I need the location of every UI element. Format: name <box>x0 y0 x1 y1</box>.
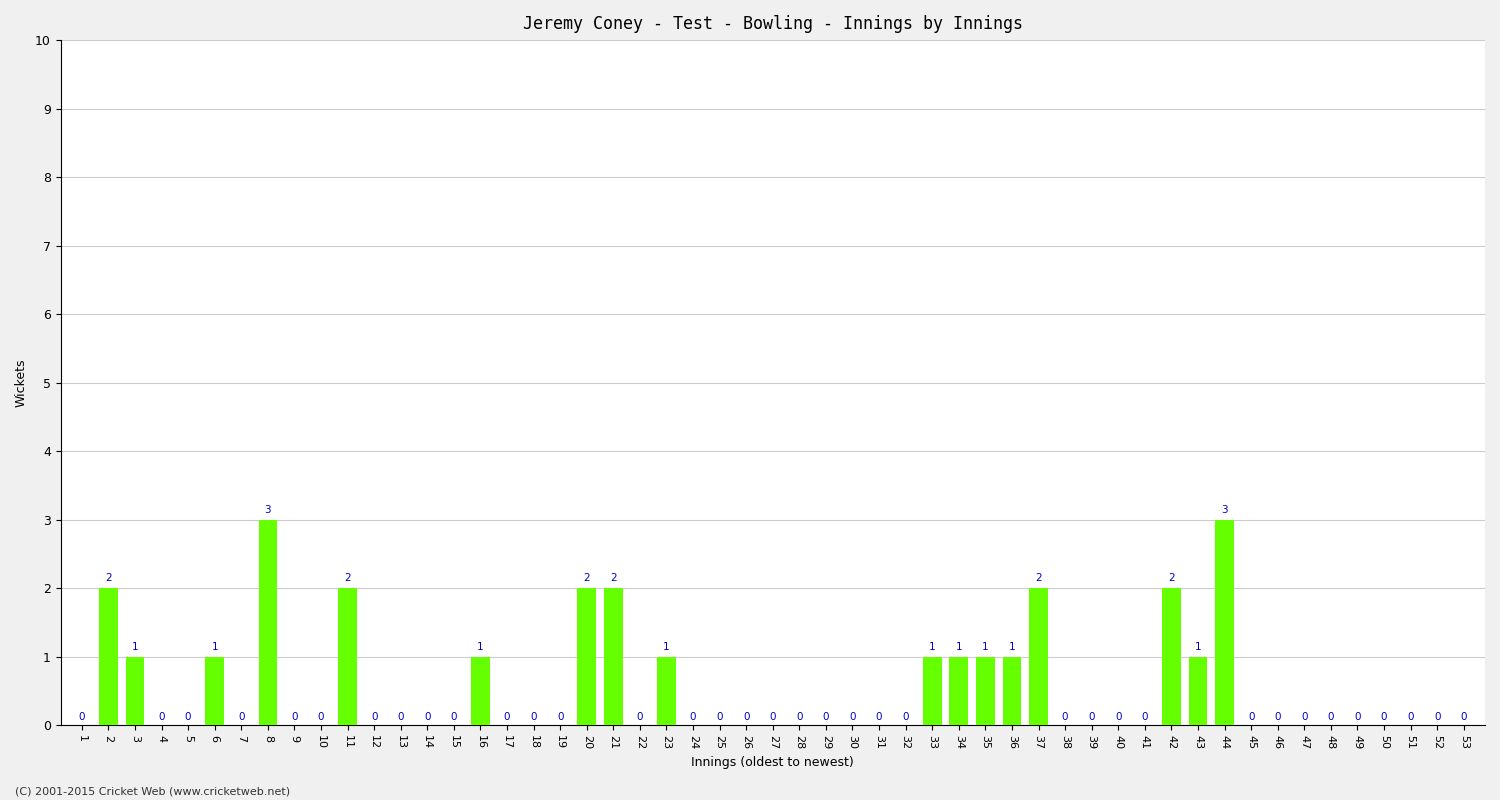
Text: 0: 0 <box>318 712 324 722</box>
Text: 0: 0 <box>450 712 458 722</box>
Text: 1: 1 <box>663 642 670 652</box>
Text: 0: 0 <box>531 712 537 722</box>
Text: 0: 0 <box>1062 712 1068 722</box>
Text: 0: 0 <box>690 712 696 722</box>
Text: 1: 1 <box>1008 642 1016 652</box>
Text: 0: 0 <box>556 712 564 722</box>
X-axis label: Innings (oldest to newest): Innings (oldest to newest) <box>692 756 853 769</box>
Text: 0: 0 <box>1407 712 1414 722</box>
Text: 3: 3 <box>264 505 272 514</box>
Bar <box>922 657 942 725</box>
Text: 0: 0 <box>1434 712 1440 722</box>
Bar <box>206 657 224 725</box>
Text: 0: 0 <box>1142 712 1148 722</box>
Text: 2: 2 <box>610 574 616 583</box>
Text: 0: 0 <box>238 712 244 722</box>
Text: 0: 0 <box>504 712 510 722</box>
Bar <box>258 519 278 725</box>
Text: 2: 2 <box>1035 574 1042 583</box>
Text: 0: 0 <box>370 712 378 722</box>
Title: Jeremy Coney - Test - Bowling - Innings by Innings: Jeremy Coney - Test - Bowling - Innings … <box>524 15 1023 33</box>
Text: 2: 2 <box>105 574 111 583</box>
Text: 0: 0 <box>78 712 86 722</box>
Text: 1: 1 <box>211 642 217 652</box>
Text: 1: 1 <box>132 642 138 652</box>
Bar <box>604 588 622 725</box>
Bar <box>657 657 676 725</box>
Bar <box>1188 657 1208 725</box>
Bar <box>1162 588 1180 725</box>
Text: 2: 2 <box>344 574 351 583</box>
Text: 0: 0 <box>1328 712 1334 722</box>
Text: 1: 1 <box>982 642 988 652</box>
Bar <box>1029 588 1048 725</box>
Text: 0: 0 <box>770 712 776 722</box>
Text: 0: 0 <box>1354 712 1360 722</box>
Text: 0: 0 <box>1382 712 1388 722</box>
Text: 0: 0 <box>742 712 750 722</box>
Text: 0: 0 <box>1275 712 1281 722</box>
Text: 0: 0 <box>849 712 855 722</box>
Text: (C) 2001-2015 Cricket Web (www.cricketweb.net): (C) 2001-2015 Cricket Web (www.cricketwe… <box>15 786 290 796</box>
Text: 1: 1 <box>956 642 962 652</box>
Bar <box>1002 657 1022 725</box>
Text: 2: 2 <box>1168 574 1174 583</box>
Bar <box>471 657 489 725</box>
Text: 0: 0 <box>903 712 909 722</box>
Bar <box>99 588 117 725</box>
Text: 2: 2 <box>584 574 590 583</box>
Text: 0: 0 <box>1114 712 1122 722</box>
Y-axis label: Wickets: Wickets <box>15 358 28 407</box>
Bar <box>339 588 357 725</box>
Text: 0: 0 <box>636 712 644 722</box>
Bar <box>126 657 144 725</box>
Text: 1: 1 <box>928 642 936 652</box>
Bar <box>976 657 994 725</box>
Bar <box>950 657 968 725</box>
Text: 1: 1 <box>1194 642 1202 652</box>
Text: 3: 3 <box>1221 505 1228 514</box>
Text: 0: 0 <box>717 712 723 722</box>
Text: 0: 0 <box>184 712 192 722</box>
Text: 0: 0 <box>1248 712 1254 722</box>
Text: 0: 0 <box>796 712 802 722</box>
Text: 0: 0 <box>1089 712 1095 722</box>
Text: 1: 1 <box>477 642 484 652</box>
Text: 0: 0 <box>398 712 404 722</box>
Text: 0: 0 <box>159 712 165 722</box>
Bar <box>1215 519 1234 725</box>
Bar <box>578 588 596 725</box>
Text: 0: 0 <box>822 712 830 722</box>
Text: 0: 0 <box>1300 712 1308 722</box>
Text: 0: 0 <box>1461 712 1467 722</box>
Text: 0: 0 <box>291 712 297 722</box>
Text: 0: 0 <box>876 712 882 722</box>
Text: 0: 0 <box>424 712 430 722</box>
